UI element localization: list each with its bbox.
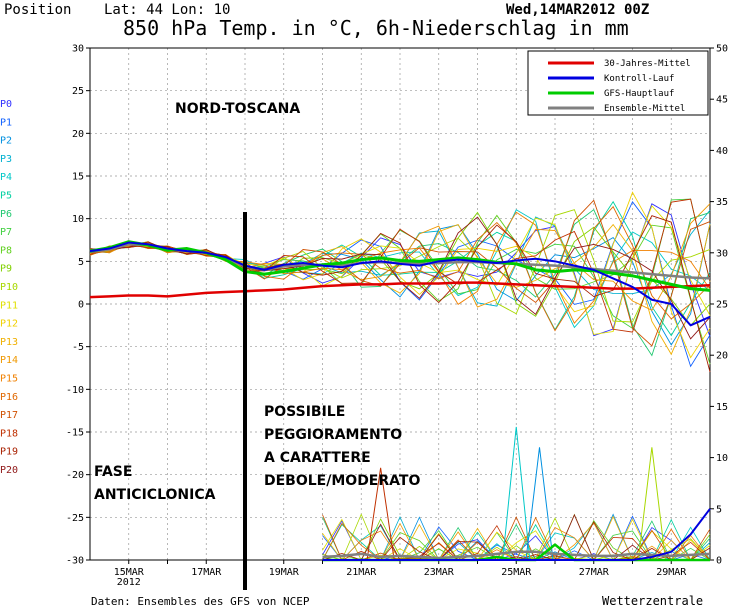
member-label-p1: P1 — [0, 117, 12, 128]
control-precip — [322, 508, 711, 561]
x-tick-sublabel: 2012 — [117, 577, 141, 588]
x-tick-label: 17MAR — [191, 567, 222, 578]
y-tick-label-right: 15 — [716, 402, 728, 413]
ensemble-mean-precip — [322, 550, 711, 560]
y-tick-label-left: -5 — [72, 342, 84, 353]
y-tick-label-left: 10 — [72, 214, 84, 225]
y-tick-label-left: 20 — [72, 129, 84, 140]
phase-label-2: ANTICICLONICA — [94, 487, 216, 503]
precipitation-lines — [322, 426, 711, 562]
data-source: Daten: Ensembles des GFS von NCEP — [91, 595, 310, 608]
member-label-p15: P15 — [0, 374, 18, 385]
x-tick-label: 19MAR — [269, 567, 300, 578]
y-tick-label-left: -15 — [66, 428, 84, 439]
member-precip-p0 — [322, 520, 710, 561]
precip-peak-p2 — [525, 447, 554, 561]
legend: 30-Jahres-Mittel Kontroll-Lauf GFS-Hauptla… — [527, 50, 709, 116]
precip-peak-p18 — [366, 467, 395, 561]
precip-peak-p10 — [637, 447, 666, 561]
y-tick-label-left: -20 — [66, 470, 84, 481]
member-line-p19 — [89, 215, 711, 373]
x-tick-label: 29MAR — [656, 567, 687, 578]
x-tick-label: 21MAR — [346, 567, 377, 578]
member-label-p2: P2 — [0, 136, 12, 147]
y-tick-label-right: 5 — [716, 504, 722, 515]
member-label-p20: P20 — [0, 465, 18, 476]
member-labels: P0 P1 P2 P3 P4 P5 P6 P7 P8 P9 P10 P11 P12 P13 P14 P15 P1… — [0, 99, 18, 476]
precip-peak-p4 — [502, 426, 531, 561]
main-temperature-lines — [89, 240, 711, 327]
y-axis-left: 30 25 20 15 10 5 0 -5 -10 -15 -20 -25 -30 — [66, 44, 90, 567]
legend-label: Kontroll-Lauf — [604, 74, 674, 84]
y-tick-label-left: 0 — [78, 300, 84, 311]
y-tick-label-left: -30 — [66, 556, 84, 567]
x-tick-label: 25MAR — [501, 567, 532, 578]
y-tick-label-right: 45 — [716, 95, 728, 106]
member-label-p0: P0 — [0, 99, 12, 110]
y-tick-label-right: 35 — [716, 197, 728, 208]
y-tick-label-left: 5 — [78, 257, 84, 268]
legend-label: GFS-Hauptlauf — [604, 89, 674, 99]
legend-label: 30-Jahres-Mittel — [604, 59, 691, 69]
member-label-p3: P3 — [0, 154, 12, 165]
outlook-label-1: POSSIBILE — [264, 404, 345, 420]
x-tick-label: 15MAR — [114, 567, 145, 578]
member-label-p12: P12 — [0, 319, 18, 330]
member-line-p18 — [89, 198, 711, 333]
y-tick-label-left: 15 — [72, 172, 84, 183]
y-tick-label-right: 20 — [716, 351, 728, 362]
member-line-p10 — [89, 209, 711, 323]
member-label-p19: P19 — [0, 447, 18, 458]
y-tick-label-left: 25 — [72, 86, 84, 97]
outlook-label-4: DEBOLE/MODERATO — [264, 473, 420, 489]
legend-label: Ensemble-Mittel — [604, 104, 685, 114]
member-label-p13: P13 — [0, 337, 18, 348]
operational-run-line — [89, 240, 711, 292]
lat-lon: Lat: 44 Lon: 10 — [104, 2, 230, 18]
y-tick-label-left: -25 — [66, 513, 84, 524]
member-label-p7: P7 — [0, 227, 12, 238]
x-tick-label: 23MAR — [424, 567, 455, 578]
position-label: Position — [4, 2, 71, 18]
member-label-p4: P4 — [0, 172, 12, 183]
member-label-p5: P5 — [0, 191, 12, 202]
region-label: NORD-TOSCANA — [175, 101, 300, 117]
member-label-p6: P6 — [0, 209, 12, 220]
y-tick-label-right: 30 — [716, 248, 728, 259]
y-tick-label-left: -10 — [66, 385, 84, 396]
outlook-label-2: PEGGIORAMENTO — [264, 427, 402, 443]
outlook-label-3: A CARATTERE — [264, 450, 371, 466]
member-label-p16: P16 — [0, 392, 18, 403]
control-run-line — [89, 241, 711, 327]
member-label-p18: P18 — [0, 428, 18, 439]
phase-label-1: FASE — [94, 464, 132, 480]
y-tick-label-left: 30 — [72, 44, 84, 55]
run-date: Wed,14MAR2012 00Z — [506, 2, 649, 18]
y-tick-label-right: 10 — [716, 453, 728, 464]
member-label-p11: P11 — [0, 300, 18, 311]
member-label-p10: P10 — [0, 282, 18, 293]
member-label-p14: P14 — [0, 355, 18, 366]
member-label-p8: P8 — [0, 245, 12, 256]
climatology-line — [89, 281, 711, 299]
brand-label: Wetterzentrale — [602, 594, 703, 608]
chart-title: 850 hPa Temp. in °C, 6h-Niederschlag in … — [123, 16, 629, 40]
y-tick-label-right: 25 — [716, 300, 728, 311]
y-tick-label-right: 40 — [716, 146, 728, 157]
member-label-p17: P17 — [0, 410, 18, 421]
y-tick-label-right: 0 — [716, 556, 722, 567]
x-tick-label: 27MAR — [579, 567, 610, 578]
member-label-p9: P9 — [0, 264, 12, 275]
y-tick-label-right: 50 — [716, 44, 728, 55]
